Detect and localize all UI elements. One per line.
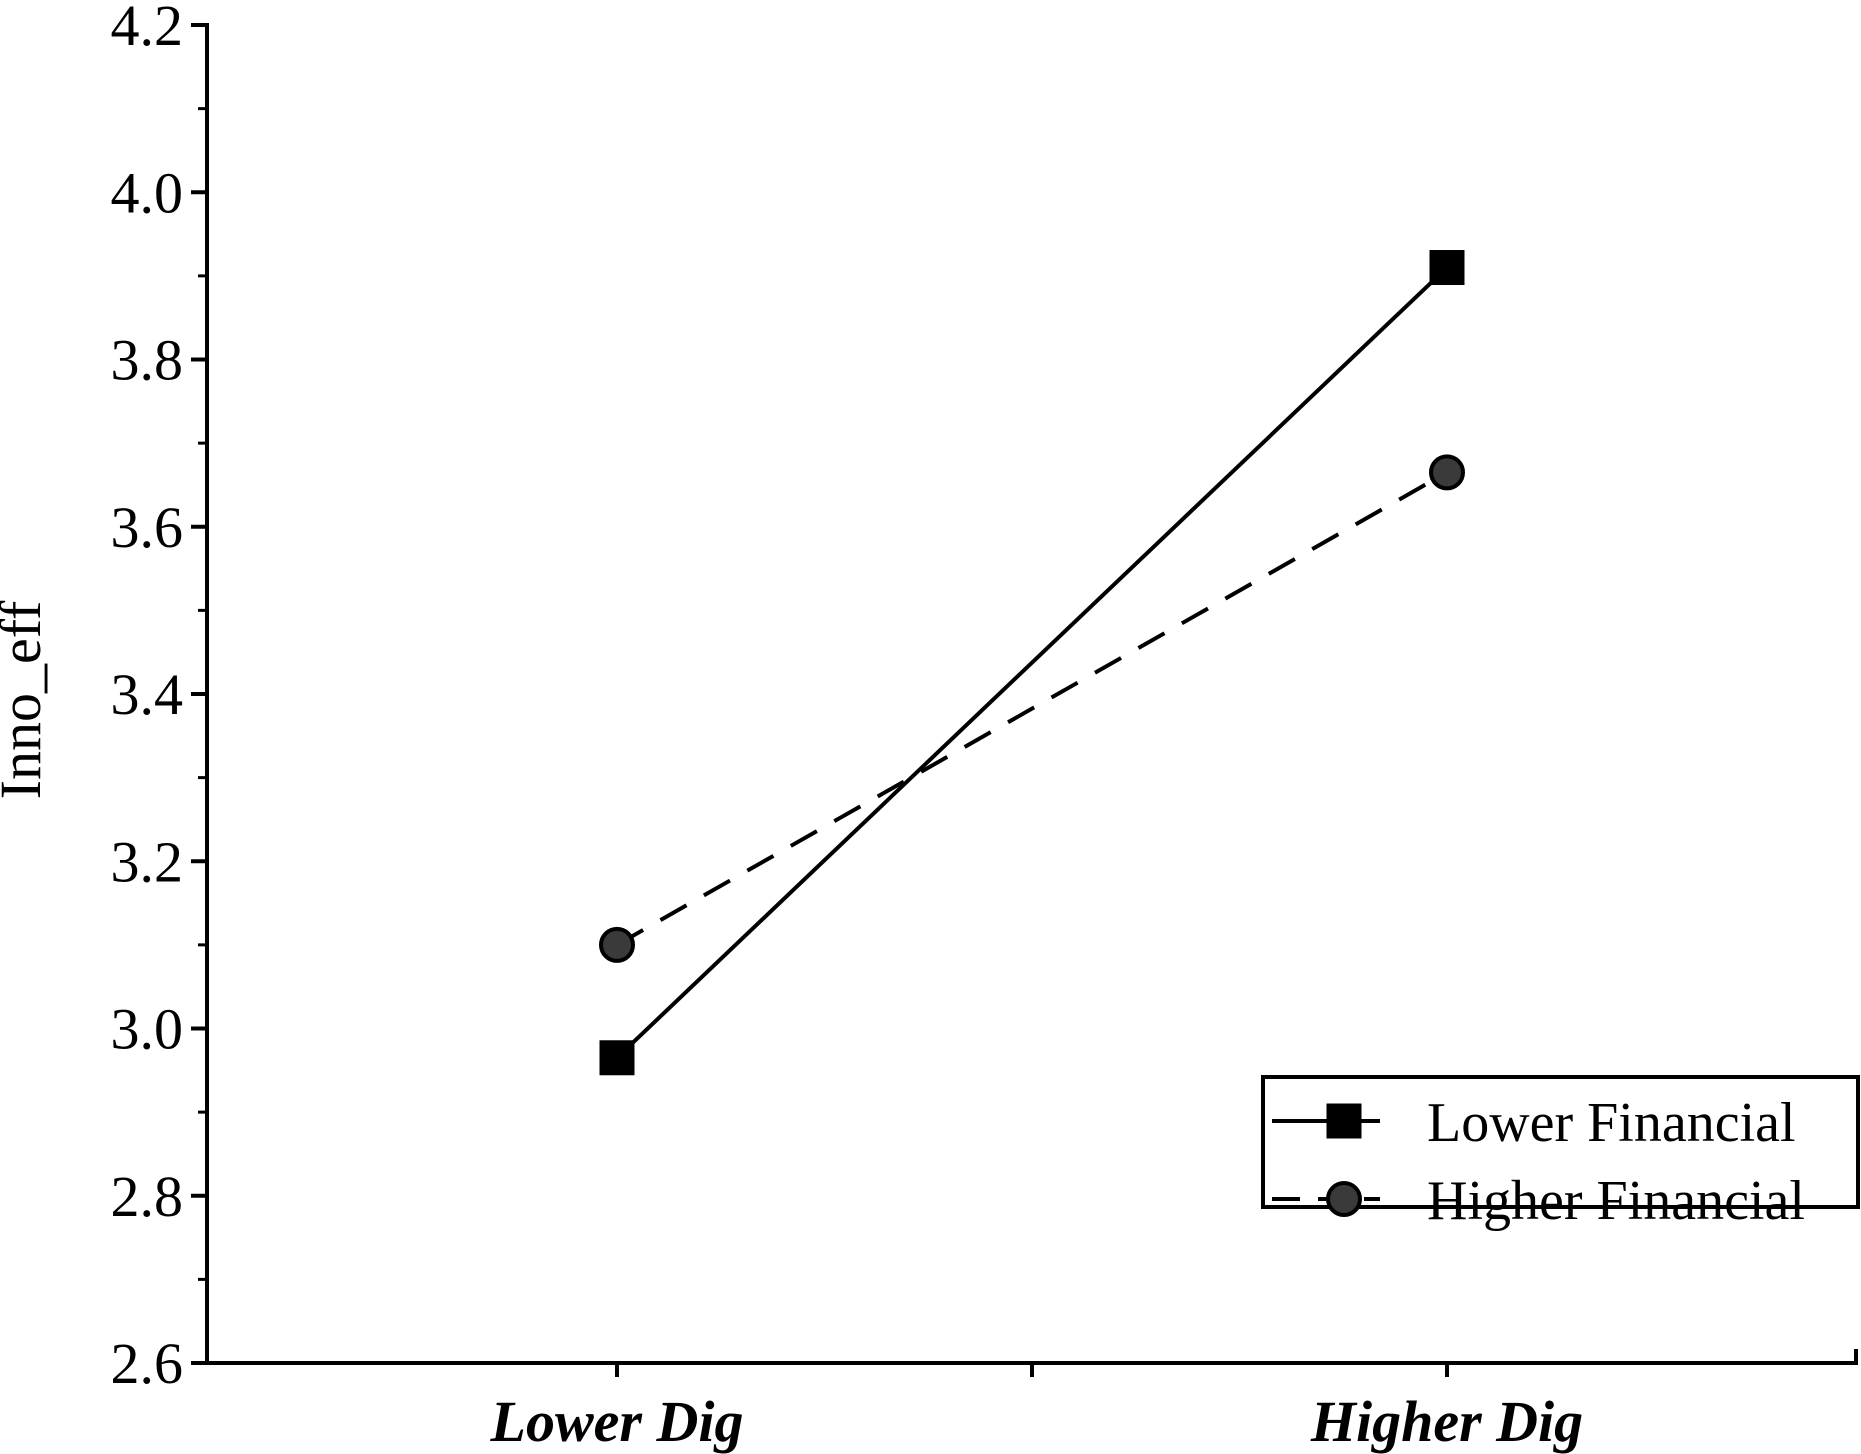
series-lower-financial [599, 250, 1465, 1076]
series-higher-financial [599, 454, 1465, 963]
legend-label: Higher Financial [1427, 1170, 1805, 1232]
y-axis-ticks: 2.6 2.8 3.0 3.2 3.4 3.6 3.8 4.0 4.2 [111, 0, 207, 1396]
data-point-marker [1429, 250, 1465, 286]
data-point-marker [599, 926, 635, 963]
y-tick-label: 2.8 [111, 1164, 184, 1229]
y-tick-label: 3.2 [111, 829, 184, 894]
series-line [615, 266, 1449, 1060]
legend-item: Lower Financial [1272, 1092, 1796, 1154]
series-layer [599, 250, 1465, 1076]
x-category-label: Lower Dig [490, 1389, 744, 1454]
legend-marker [1326, 1181, 1362, 1217]
y-tick-label: 4.2 [111, 0, 184, 58]
series-line [616, 470, 1448, 947]
legend-item: Higher Financial [1272, 1170, 1805, 1232]
data-point-marker [599, 1040, 635, 1076]
y-tick-label: 4.0 [111, 160, 184, 225]
y-tick-label: 3.0 [111, 997, 184, 1062]
data-point-marker [1429, 454, 1465, 491]
x-category-label: Higher Dig [1310, 1389, 1583, 1454]
y-axis-title: Inno_eff [0, 600, 53, 799]
legend-label: Lower Financial [1427, 1092, 1796, 1154]
x-axis-ticks: Lower Dig Higher Dig [490, 1349, 1858, 1454]
legend-box [1261, 1075, 1860, 1209]
legend-marker [1326, 1103, 1362, 1139]
y-tick-label: 3.8 [111, 328, 184, 393]
y-tick-label: 3.6 [111, 495, 184, 560]
y-tick-label: 3.4 [111, 662, 184, 727]
y-tick-label: 2.6 [111, 1331, 184, 1396]
legend: Lower Financial Higher Financial [1261, 1075, 1860, 1232]
